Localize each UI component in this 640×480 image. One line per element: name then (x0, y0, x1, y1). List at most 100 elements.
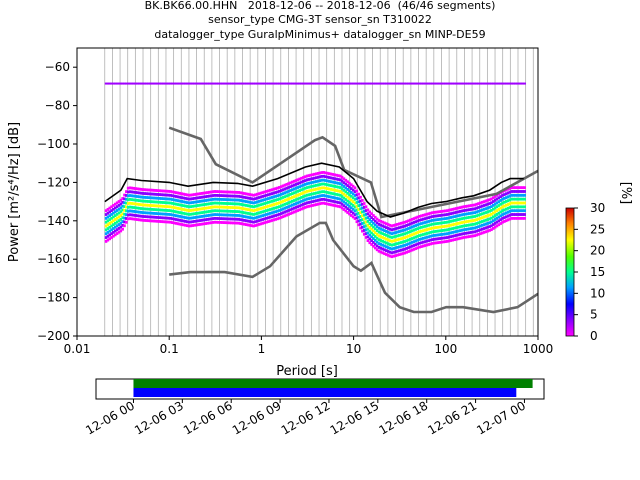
density-cell (495, 224, 499, 228)
density-cell (303, 194, 307, 198)
density-cell (514, 197, 517, 201)
density-cell (464, 220, 467, 224)
density-cell (243, 211, 246, 215)
density-cell (434, 226, 438, 229)
density-cell (169, 205, 172, 209)
density-cell (311, 188, 314, 192)
density-cell (150, 200, 154, 204)
density-cell (204, 214, 207, 218)
density-cell (403, 247, 407, 251)
density-cell (246, 82, 250, 85)
density-cell (152, 200, 156, 204)
density-cell (134, 210, 137, 214)
density-cell (414, 243, 418, 247)
density-cell (202, 195, 206, 199)
density-cell (248, 193, 252, 196)
density-cell (364, 236, 368, 239)
density-cell (290, 188, 294, 192)
density-cell (121, 82, 124, 85)
density-cell (187, 82, 191, 85)
density-cell (508, 206, 512, 209)
density-cell (255, 219, 259, 223)
density-cell (259, 218, 263, 222)
density-cell (383, 240, 386, 244)
density-cell (418, 214, 421, 218)
density-cell (379, 246, 383, 250)
density-cell (517, 186, 521, 190)
density-cell (110, 224, 113, 228)
density-cell (233, 217, 237, 221)
density-cell (167, 82, 171, 85)
density-cell (178, 207, 182, 211)
density-cell (261, 82, 265, 85)
density-cell (427, 223, 431, 227)
density-cell (228, 213, 231, 217)
density-cell (514, 201, 517, 205)
density-cell (150, 192, 154, 196)
density-cell (324, 82, 327, 85)
density-cell (449, 219, 453, 223)
density-cell (510, 216, 514, 220)
density-cell (123, 212, 126, 216)
density-cell (372, 214, 375, 217)
density-cell (462, 232, 466, 236)
density-cell (104, 236, 108, 239)
density-cell (397, 237, 401, 241)
density-cell (432, 226, 436, 230)
density-cell (340, 202, 344, 206)
density-cell (521, 193, 525, 197)
density-cell (379, 250, 383, 254)
density-cell (445, 224, 449, 228)
density-cell (167, 212, 171, 216)
density-cell (230, 82, 233, 85)
density-cell (294, 183, 298, 186)
density-cell (239, 222, 242, 225)
density-cell (355, 201, 359, 204)
density-cell (449, 208, 453, 212)
y-tick-label: −140 (37, 214, 70, 228)
density-cell (267, 212, 270, 216)
density-cell (480, 212, 484, 216)
density-cell (340, 187, 344, 191)
density-cell (353, 209, 357, 213)
density-cell (327, 195, 331, 199)
density-cell (412, 217, 416, 220)
density-cell (351, 211, 355, 215)
density-cell (479, 224, 482, 228)
density-cell (383, 221, 386, 225)
density-cell (171, 221, 174, 224)
density-cell (338, 82, 342, 85)
density-cell (263, 217, 266, 221)
density-cell (412, 244, 416, 247)
density-cell (178, 199, 182, 203)
density-cell (248, 223, 252, 227)
density-cell (414, 239, 418, 243)
density-cell (276, 82, 279, 85)
density-cell (298, 200, 301, 204)
density-cell (488, 229, 491, 232)
density-cell (191, 220, 195, 224)
density-cell (303, 190, 307, 194)
density-cell (383, 229, 386, 233)
density-cell (136, 82, 139, 85)
density-cell (473, 203, 477, 207)
density-cell (425, 212, 429, 216)
density-cell (172, 210, 176, 213)
density-cell (510, 213, 514, 216)
density-cell (455, 207, 458, 210)
density-cell (130, 198, 134, 202)
density-cell (342, 208, 346, 211)
density-cell (128, 201, 132, 205)
density-cell (401, 225, 405, 229)
density-cell (302, 191, 305, 195)
density-cell (514, 186, 517, 190)
density-cell (254, 201, 257, 204)
density-cell (377, 230, 381, 234)
density-cell (359, 222, 362, 226)
density-cell (405, 82, 408, 85)
density-cell (213, 216, 217, 220)
density-cell (379, 223, 383, 227)
density-cell (241, 222, 244, 226)
density-cell (458, 221, 462, 225)
density-cell (399, 244, 403, 248)
